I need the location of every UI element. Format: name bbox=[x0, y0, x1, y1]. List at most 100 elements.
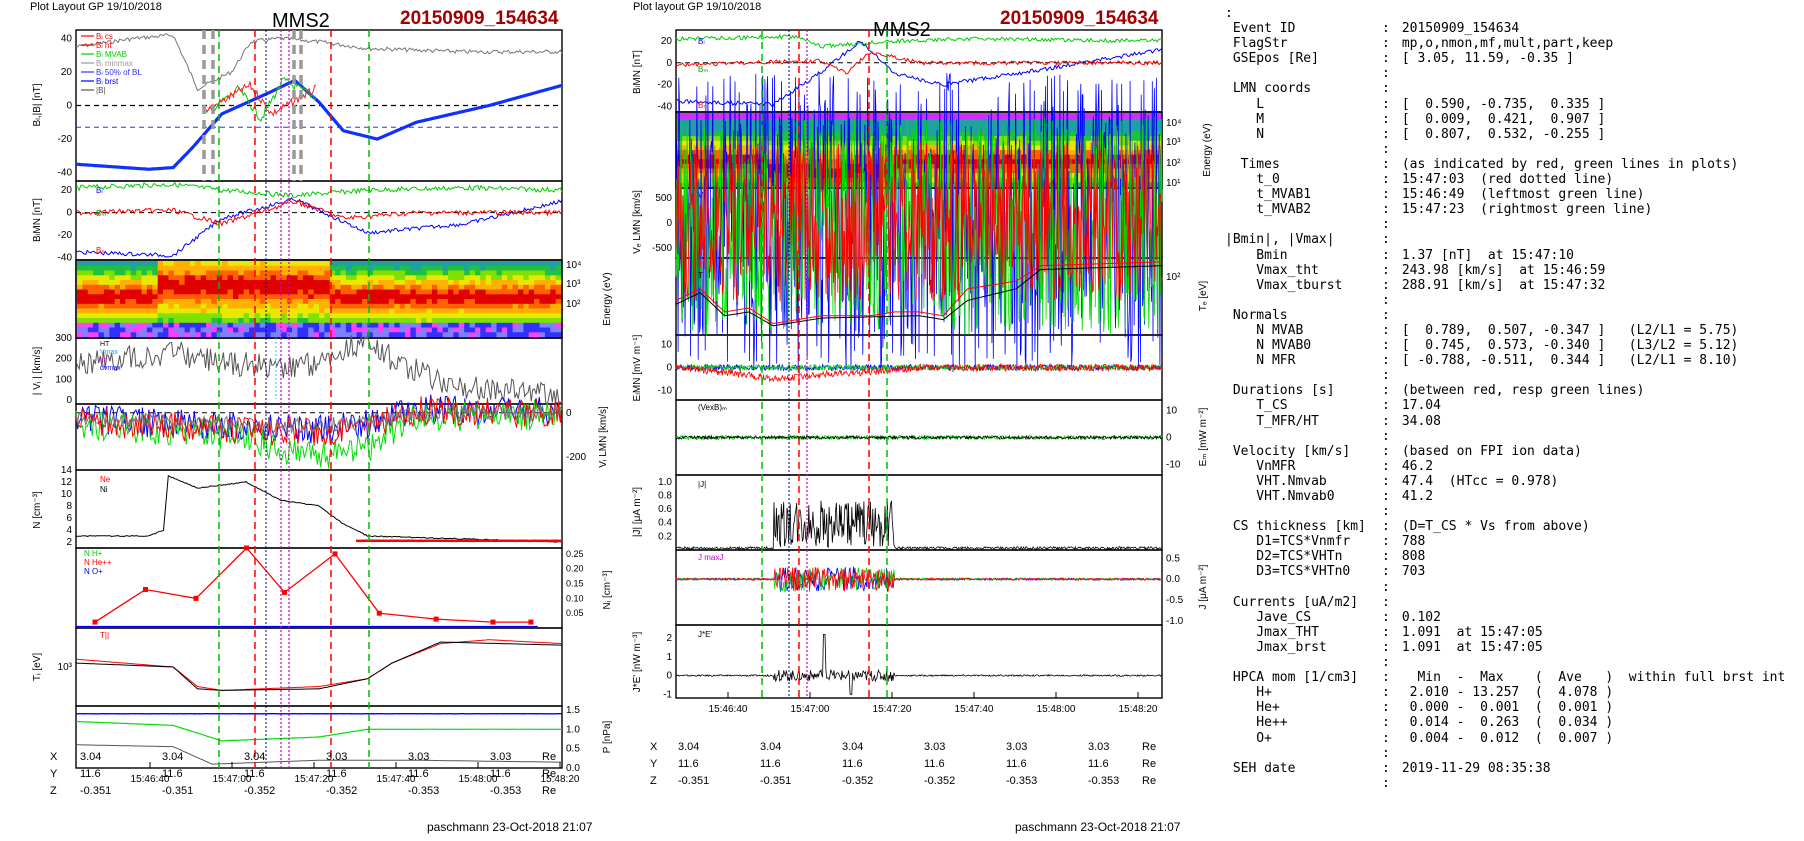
legend-label: Ni bbox=[100, 485, 108, 494]
right-tick-label: 10² bbox=[1166, 158, 1181, 169]
fig1-ion-spectrogram-cell bbox=[77, 303, 83, 310]
fig1-ion-spectrogram-cell bbox=[388, 299, 395, 305]
fig1-ion-spectrogram-cell bbox=[77, 318, 83, 324]
fig1-ion-spectrogram-cell bbox=[313, 270, 320, 276]
fig1-ion-spectrogram-cell bbox=[501, 284, 508, 291]
fig1-ion-spectrogram-cell bbox=[480, 265, 487, 272]
fig2-electron-spectrogram-cell bbox=[682, 159, 689, 165]
summary-colon: : bbox=[1382, 172, 1390, 188]
fig1-ion-spectrogram-cell bbox=[539, 303, 546, 310]
summary-value: 15:47:03 (red dotted line) bbox=[1394, 172, 1614, 188]
fig1-ion-spectrogram-cell bbox=[426, 303, 433, 310]
fig1-ion-spectrogram-cell bbox=[157, 313, 164, 319]
fig2-electron-spectrogram-cell bbox=[1155, 131, 1162, 137]
fig2-electron-spectrogram-cell bbox=[768, 131, 775, 137]
fig1-ion-spectrogram-cell bbox=[238, 308, 245, 314]
fig2-electron-spectrogram-cell bbox=[1101, 117, 1108, 123]
fig1-ion-spectrogram-cell bbox=[324, 294, 331, 300]
fig1-ion-spectrogram-cell bbox=[184, 299, 191, 305]
ephemeris-value: 3.04 bbox=[244, 751, 266, 763]
fig2-electron-spectrogram-cell bbox=[913, 163, 920, 170]
fig1-ion-spectrogram-cell bbox=[367, 265, 374, 272]
fig1-ion-spectrogram-cell bbox=[335, 294, 342, 300]
fig1-ion-spectrogram-cell bbox=[324, 327, 331, 333]
fig1-ion-spectrogram-cell bbox=[308, 275, 315, 281]
fig2-electron-spectrogram-cell bbox=[983, 117, 990, 123]
fig1-ion-spectrogram-cell bbox=[163, 275, 169, 281]
fig1-ion-spectrogram-cell bbox=[130, 308, 137, 314]
fig1-ion-spectrogram-cell bbox=[491, 261, 498, 267]
fig1-ion-spectrogram-cell bbox=[265, 265, 272, 272]
fig1-ion-spectrogram-cell bbox=[458, 270, 465, 276]
fig1-ion-spectrogram-cell bbox=[200, 299, 207, 305]
fig1-ion-spectrogram-cell bbox=[109, 313, 116, 319]
fig1-ion-spectrogram-cell bbox=[426, 275, 433, 281]
fig1-ion-spectrogram-cell bbox=[130, 284, 137, 291]
fig2-electron-spectrogram-cell bbox=[978, 117, 985, 123]
fig1-ion-spectrogram-cell bbox=[356, 318, 363, 324]
fig1-ion-spectrogram-cell bbox=[415, 322, 422, 329]
fig1-ion-spectrogram-cell bbox=[206, 308, 213, 314]
fig2-electron-spectrogram-cell bbox=[806, 168, 813, 174]
fig1-ion-spectrogram-cell bbox=[356, 332, 363, 338]
right-tick-label: 10⁴ bbox=[1166, 118, 1181, 129]
ephemeris-value: 11.6 bbox=[760, 758, 781, 770]
fig1-ion-spectrogram-cell bbox=[238, 289, 245, 295]
fig1-ion-spectrogram-cell bbox=[254, 322, 261, 329]
fig2-electron-spectrogram-cell bbox=[757, 131, 764, 137]
right-tick-label: 10³ bbox=[1166, 137, 1181, 148]
fig2-electron-spectrogram-cell bbox=[945, 122, 952, 128]
ephemeris-value: 11.6 bbox=[924, 758, 945, 770]
fig1-ion-spectrogram-cell bbox=[93, 327, 100, 333]
fig1-ion-spectrogram-cell bbox=[405, 327, 411, 333]
fig1-ion-spectrogram-cell bbox=[491, 275, 498, 281]
fig1-ion-spectrogram-cell bbox=[437, 332, 444, 338]
fig1-ion-spectrogram-cell bbox=[233, 308, 239, 314]
fig1-ion-spectrogram-cell bbox=[544, 327, 551, 333]
ve-m-curve bbox=[675, 115, 1163, 336]
fig2-electron-spectrogram-cell bbox=[1139, 145, 1146, 151]
fig2-electron-spectrogram-cell bbox=[908, 122, 915, 128]
fig1-ion-spectrogram-cell bbox=[415, 275, 422, 281]
fig1-ion-spectrogram-cell bbox=[453, 318, 460, 324]
fig1-ion-spectrogram-cell bbox=[168, 313, 175, 319]
fig1-ion-spectrogram-cell bbox=[259, 303, 266, 310]
fig1-ion-spectrogram-cell bbox=[464, 280, 471, 286]
fig2-electron-spectrogram-cell bbox=[1091, 122, 1098, 128]
fig1-ion-spectrogram-cell bbox=[254, 308, 261, 314]
summary-row: Vmax_tht: 243.98 [km/s] at 15:46:59 bbox=[1225, 263, 1800, 278]
summary-row: Jave_CS: 0.102 bbox=[1225, 610, 1800, 625]
fig1-ion-spectrogram-cell bbox=[372, 327, 379, 333]
fig1-ion-spectrogram-cell bbox=[378, 313, 385, 319]
fig1-ion-spectrogram-cell bbox=[378, 270, 385, 276]
fig1-ion-spectrogram-cell bbox=[292, 289, 299, 295]
fig1-ion-spectrogram-cell bbox=[496, 327, 503, 333]
fig1-ion-spectrogram-cell bbox=[276, 327, 282, 333]
fig1-ion-spectrogram-cell bbox=[168, 327, 175, 333]
fig1-ion-spectrogram-cell bbox=[319, 261, 325, 267]
fig2-electron-spectrogram-cell bbox=[800, 117, 807, 123]
summary-colon: : bbox=[1382, 609, 1390, 625]
ephemeris-value: -0.351 bbox=[760, 775, 792, 787]
fig1-ion-spectrogram-cell bbox=[453, 332, 460, 338]
fig1-ion-spectrogram-cell bbox=[87, 261, 94, 267]
fig1-ion-spectrogram-cell bbox=[77, 327, 83, 333]
fig1-ion-spectrogram-cell bbox=[351, 327, 358, 333]
fig2-electron-spectrogram-cell bbox=[730, 122, 737, 128]
summary-row: N MFR: [ -0.788, -0.511, 0.344 ] (L2/L1 … bbox=[1225, 353, 1800, 368]
fig1-ion-spectrogram-cell bbox=[523, 289, 530, 295]
fig1-ion-spectrogram-cell bbox=[125, 332, 132, 338]
fig2-electron-spectrogram-cell bbox=[1015, 136, 1022, 142]
fig2-electron-spectrogram-cell bbox=[714, 131, 721, 137]
fig2-electron-spectrogram-cell bbox=[789, 126, 796, 133]
fig2-electron-spectrogram-cell bbox=[703, 163, 710, 170]
fig1-ion-spectrogram-cell bbox=[87, 289, 94, 295]
fig1-ion-spectrogram-cell bbox=[319, 313, 325, 319]
fig1-ion-spectrogram-cell bbox=[534, 308, 541, 314]
fig1-ion-spectrogram-cell bbox=[485, 303, 492, 310]
fig1-ion-spectrogram-cell bbox=[458, 322, 465, 329]
summary-colon: : bbox=[1382, 141, 1390, 157]
fig1-ion-spectrogram-cell bbox=[141, 303, 148, 310]
fig1-ion-spectrogram-cell bbox=[421, 308, 428, 314]
fig2-electron-spectrogram-cell bbox=[768, 159, 775, 165]
